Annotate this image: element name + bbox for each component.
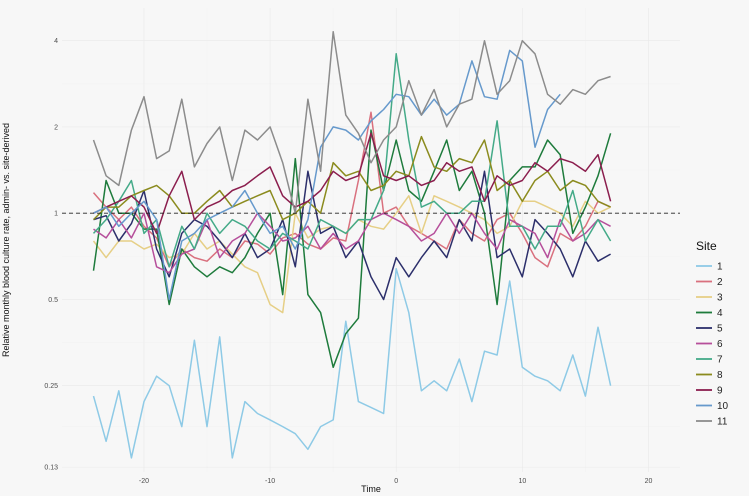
legend-label-site-4: 4 [717,308,723,319]
y-tick-label: 4 [54,38,58,45]
y-tick-label: 0.5 [48,297,58,304]
x-tick-label: 0 [394,478,398,485]
plot-area: -20 -10 0 10 20 0.13 0.25 0.5 1 2 4 [44,8,680,485]
y-axis-title: Relative monthly blood culture rate, adm… [1,123,11,357]
legend-label-site-1: 1 [717,262,723,273]
y-tick-label: 2 [54,124,58,131]
series-line-site-8 [92,135,611,221]
series-line-site-7 [92,53,612,268]
legend-label-site-6: 6 [717,339,723,350]
series-line-site-10 [93,49,561,301]
legend-label-site-3: 3 [717,293,723,304]
legend-label-site-9: 9 [717,386,723,397]
y-tick-label: 0.13 [44,465,58,472]
legend-label-site-10: 10 [717,401,729,412]
legend-label-site-5: 5 [717,324,723,335]
y-tick-label: 1 [54,211,58,218]
legend-label-site-11: 11 [717,417,728,428]
series-line-site-5 [93,170,611,301]
series-line-site-9 [93,132,612,235]
legend-title: Site [696,239,717,253]
legend-label-site-8: 8 [717,370,723,381]
x-tick-label: 20 [645,478,653,485]
series-line-site-11 [92,30,611,214]
x-tick-label: 10 [518,478,526,485]
series-line-site-6 [93,212,611,274]
y-tick-label: 0.25 [44,383,58,390]
legend: Site 1 2 3 4 5 6 7 8 9 10 11 [696,239,729,428]
x-tick-label: -10 [265,478,275,485]
legend-label-site-2: 2 [717,277,723,288]
x-axis-title: Time [361,484,381,494]
series-line-site-1 [92,267,612,459]
legend-label-site-7: 7 [717,355,723,366]
x-tick-label: -20 [139,478,149,485]
